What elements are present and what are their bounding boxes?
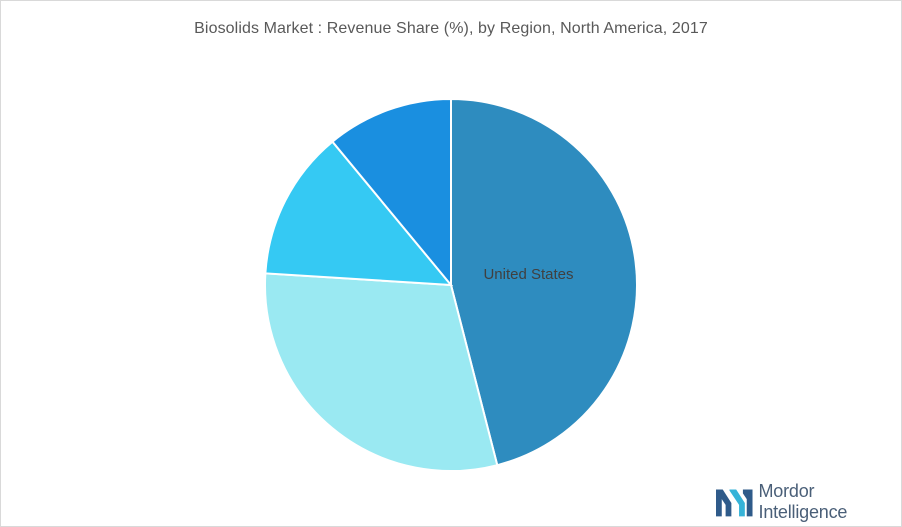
pie-slice-1 — [450, 97, 638, 467]
logo-text: Mordor Intelligence — [758, 481, 848, 522]
pie-slice-3 — [264, 140, 454, 287]
pie-slice-2 — [264, 272, 499, 472]
pie-slice-4 — [331, 97, 452, 288]
pie-slices — [264, 97, 638, 472]
mordor-intelligence-logo: Mordor Intelligence — [716, 481, 902, 522]
pie-slice-label-1: United States — [483, 266, 573, 283]
chart-title: Biosolids Market : Revenue Share (%), by… — [194, 20, 708, 37]
logo-mark-icon — [716, 489, 753, 517]
pie-labels: United States — [483, 266, 573, 283]
